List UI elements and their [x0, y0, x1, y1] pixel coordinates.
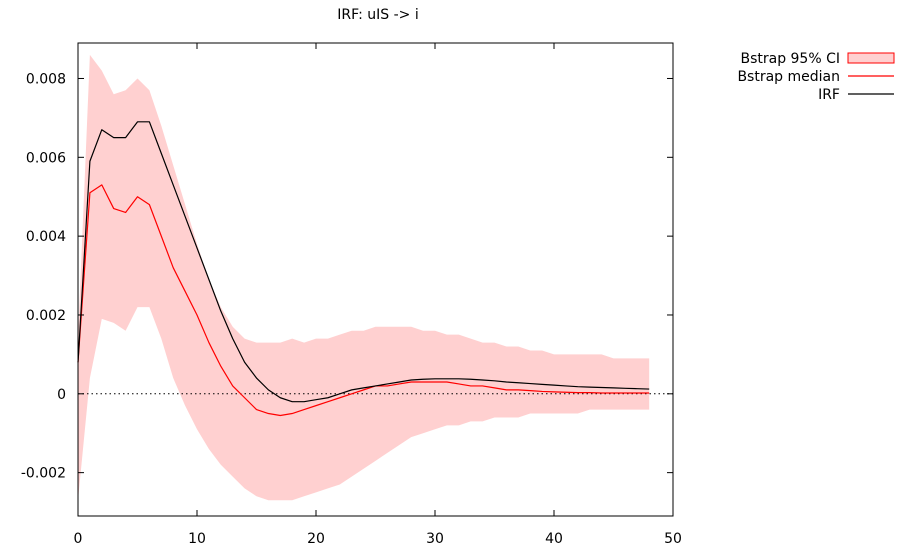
- x-tick-label: 40: [545, 531, 563, 547]
- y-tick-label: 0.006: [26, 150, 66, 166]
- axis-ticks-layer: 0 10 20 30 40 50 -0.002 0 0.002 0.004 0.006 0.008: [21, 43, 682, 547]
- x-tick-label: 30: [426, 531, 444, 547]
- y-tick-label: 0: [57, 387, 66, 403]
- x-tick-label: 10: [188, 531, 206, 547]
- legend-label-bstrap-95-ci: Bstrap 95% CI: [740, 51, 840, 67]
- series-line-bstrap-median: [77, 184, 650, 417]
- y-tick-label: 0.002: [26, 308, 66, 324]
- legend: Bstrap 95% CI Bstrap median IRF: [737, 51, 895, 103]
- x-tick-label: 50: [664, 531, 682, 547]
- chart-title: IRF: uIS -> i: [337, 7, 418, 23]
- confidence-band-layer: [78, 54, 650, 501]
- plot-frame: [77, 42, 674, 517]
- y-tick-label: 0.004: [26, 229, 66, 245]
- ci-band: [78, 54, 650, 501]
- legend-label-bstrap-median: Bstrap median: [737, 69, 840, 85]
- x-tick-label: 20: [307, 531, 325, 547]
- x-tick-label: 0: [74, 531, 83, 547]
- legend-swatch-bstrap-95-ci: [847, 52, 895, 64]
- series-lines-layer: [77, 121, 650, 417]
- series-line-irf: [77, 121, 650, 403]
- y-tick-label: -0.002: [21, 466, 66, 482]
- y-tick-label: 0.008: [26, 71, 66, 87]
- legend-label-irf: IRF: [818, 87, 840, 103]
